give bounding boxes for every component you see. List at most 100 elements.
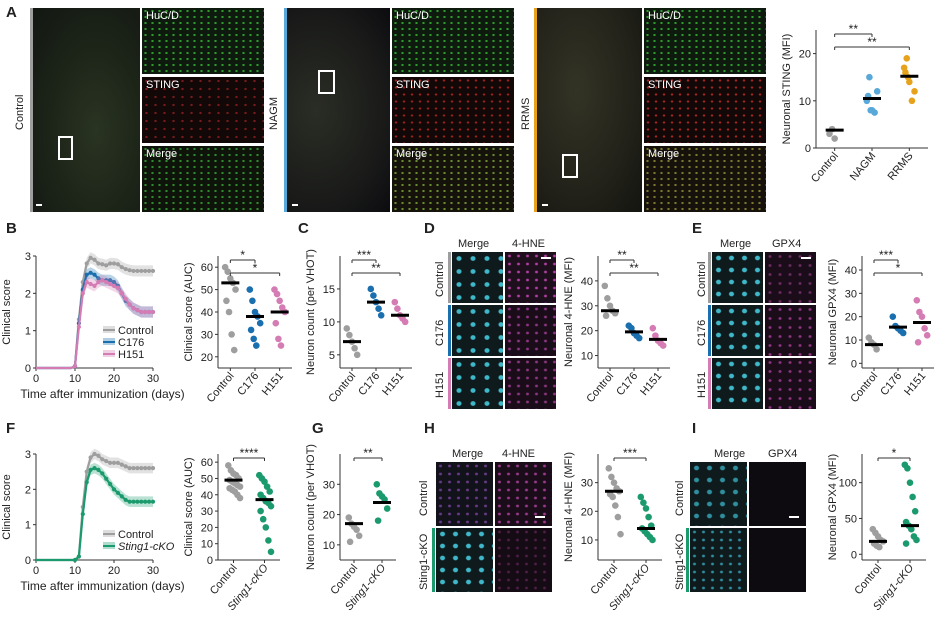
e-c176-gpx4 <box>765 305 816 356</box>
e-h151-merge <box>712 358 763 409</box>
y-axis-label: Neuron count (per VHOT) <box>305 444 317 570</box>
y-tick-label: 10 <box>581 351 593 363</box>
nagm-overview-image <box>284 8 390 212</box>
panel-label-d: D <box>424 220 435 237</box>
nagm-sting-image: STING <box>392 77 514 143</box>
y-tick-label: 1 <box>25 326 31 338</box>
y-tick-label: 100 <box>839 478 857 490</box>
data-point <box>246 286 254 293</box>
panel-label-a: A <box>6 4 17 21</box>
rrms-hucd-image: HuC/D <box>644 8 766 74</box>
data-point <box>135 308 140 313</box>
data-point <box>908 525 915 533</box>
y-tick-label: 3 <box>25 251 31 263</box>
x-tick-label: H151 <box>638 370 664 398</box>
y-tick-label: 50 <box>201 473 213 485</box>
data-point <box>272 319 280 327</box>
y-axis-label: Neuronal GPX4 (MFI) <box>827 454 839 560</box>
data-point <box>642 505 650 512</box>
data-point <box>88 255 93 260</box>
y-tick-label: 0 <box>851 549 857 561</box>
data-point <box>111 460 117 465</box>
data-point <box>262 524 270 531</box>
y-tick-label: 40 <box>845 265 857 277</box>
data-point <box>605 465 613 472</box>
data-point <box>353 526 360 534</box>
data-point <box>131 499 136 504</box>
e-c176-merge <box>712 305 763 356</box>
data-point <box>147 466 152 471</box>
x-tick-label: Control <box>584 370 616 405</box>
panel-label-f: F <box>6 420 16 437</box>
y-tick-label: 0 <box>25 555 31 567</box>
data-point <box>92 272 97 277</box>
y-tick-label: 20 <box>323 510 335 522</box>
d-h151-merge <box>452 358 503 409</box>
data-point <box>608 473 615 481</box>
data-point <box>96 280 101 285</box>
y-axis-label: Clinical score (AUC) <box>183 262 195 361</box>
data-point <box>614 513 622 521</box>
y-tick-label: 20 <box>799 49 811 61</box>
data-point <box>267 502 275 510</box>
y-tick-label: 30 <box>201 329 213 341</box>
data-point <box>259 515 267 523</box>
data-point <box>223 297 230 305</box>
sig-label: * <box>253 261 258 275</box>
e-control-gpx4 <box>765 252 816 303</box>
y-axis-label: Neuron count (per VHOT) <box>305 249 317 375</box>
data-point <box>353 351 361 359</box>
data-point <box>92 283 97 288</box>
data-point <box>150 499 156 504</box>
data-point <box>80 511 85 517</box>
y-tick-label: 10 <box>323 540 335 552</box>
y-tick-label: 50 <box>845 513 857 525</box>
data-point <box>345 514 353 521</box>
panel-label-i: I <box>692 420 697 437</box>
y-tick-label: 0 <box>805 143 811 155</box>
y-tick-label: 30 <box>845 288 857 300</box>
col-label: 4-HNE <box>502 448 536 460</box>
data-point <box>88 455 93 460</box>
data-point <box>628 324 635 332</box>
data-point <box>914 339 922 346</box>
sig-label: * <box>892 446 897 460</box>
data-point <box>150 268 156 274</box>
data-point <box>224 268 232 275</box>
data-point <box>84 480 89 485</box>
y-tick-label: 2 <box>25 484 31 496</box>
data-point <box>873 346 880 353</box>
legend-label: Control <box>118 325 153 337</box>
data-point <box>346 331 353 339</box>
row-color-bar <box>448 305 451 356</box>
sig-label: ** <box>363 446 373 460</box>
data-point <box>96 276 101 281</box>
zoom-box <box>58 136 73 160</box>
data-point <box>635 334 643 342</box>
data-point <box>899 329 907 337</box>
y-tick-label: 3 <box>25 449 31 461</box>
data-point <box>96 261 101 266</box>
data-point <box>96 467 101 472</box>
x-tick-label: 20 <box>108 565 120 577</box>
data-point <box>375 305 382 313</box>
data-point <box>127 302 132 307</box>
y-axis-label: Clinical score <box>1 474 13 539</box>
data-point <box>139 499 144 504</box>
x-tick-label: Control <box>326 370 358 405</box>
x-tick-label: C176 <box>356 370 382 398</box>
x-axis-label: Time after immunization (days) <box>20 579 184 593</box>
control-overview-image <box>30 8 140 212</box>
data-point <box>115 262 120 267</box>
data-point <box>225 308 233 316</box>
data-point <box>150 466 156 471</box>
sig-label: **** <box>240 446 259 460</box>
data-point <box>108 481 113 487</box>
x-tick-label: 30 <box>147 565 159 577</box>
data-point <box>119 494 124 499</box>
data-point <box>127 466 132 471</box>
y-tick-label: 15 <box>323 284 335 296</box>
data-point <box>906 479 914 486</box>
legend-label: Sting1-cKO <box>118 541 175 553</box>
row-color-bar <box>448 358 451 409</box>
